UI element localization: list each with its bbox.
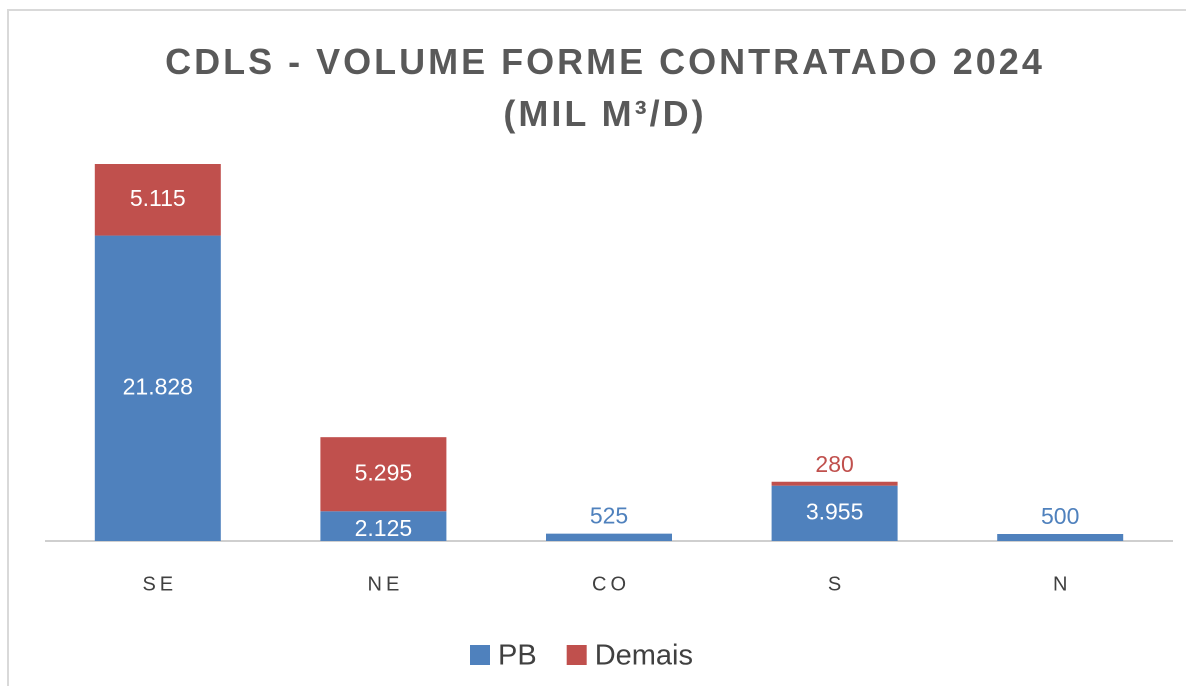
data-label: 21.828 <box>123 373 193 399</box>
data-label: 500 <box>1041 503 1079 529</box>
legend-swatch <box>470 645 490 665</box>
data-label: 5.115 <box>130 185 186 211</box>
legend-label: Demais <box>595 640 693 672</box>
chart-frame <box>7 9 1186 686</box>
x-tick-label: CO <box>592 573 630 595</box>
x-tick-label: NE <box>368 573 404 595</box>
x-tick-label: S <box>828 573 845 595</box>
bar-segment <box>771 485 898 541</box>
data-label: 2.125 <box>355 515 413 541</box>
bar-segment <box>771 481 898 486</box>
bar-segment <box>997 534 1124 541</box>
legend-label: PB <box>498 640 537 672</box>
data-label: 525 <box>590 503 628 529</box>
data-label: 5.295 <box>355 459 413 485</box>
x-tick-label: SE <box>142 573 177 595</box>
x-tick-label: N <box>1053 573 1071 595</box>
data-label: 280 <box>815 451 853 477</box>
bar-segment <box>320 437 447 512</box>
chart-title: CDLS - VOLUME FORME CONTRATADO 2024 (MIL… <box>165 41 1045 134</box>
data-label: 3.955 <box>806 498 864 524</box>
legend-swatch <box>566 645 587 665</box>
bar-segment <box>320 511 447 541</box>
bar-segment <box>546 533 672 541</box>
bar-segment <box>94 164 221 236</box>
bar-segment <box>94 235 221 541</box>
